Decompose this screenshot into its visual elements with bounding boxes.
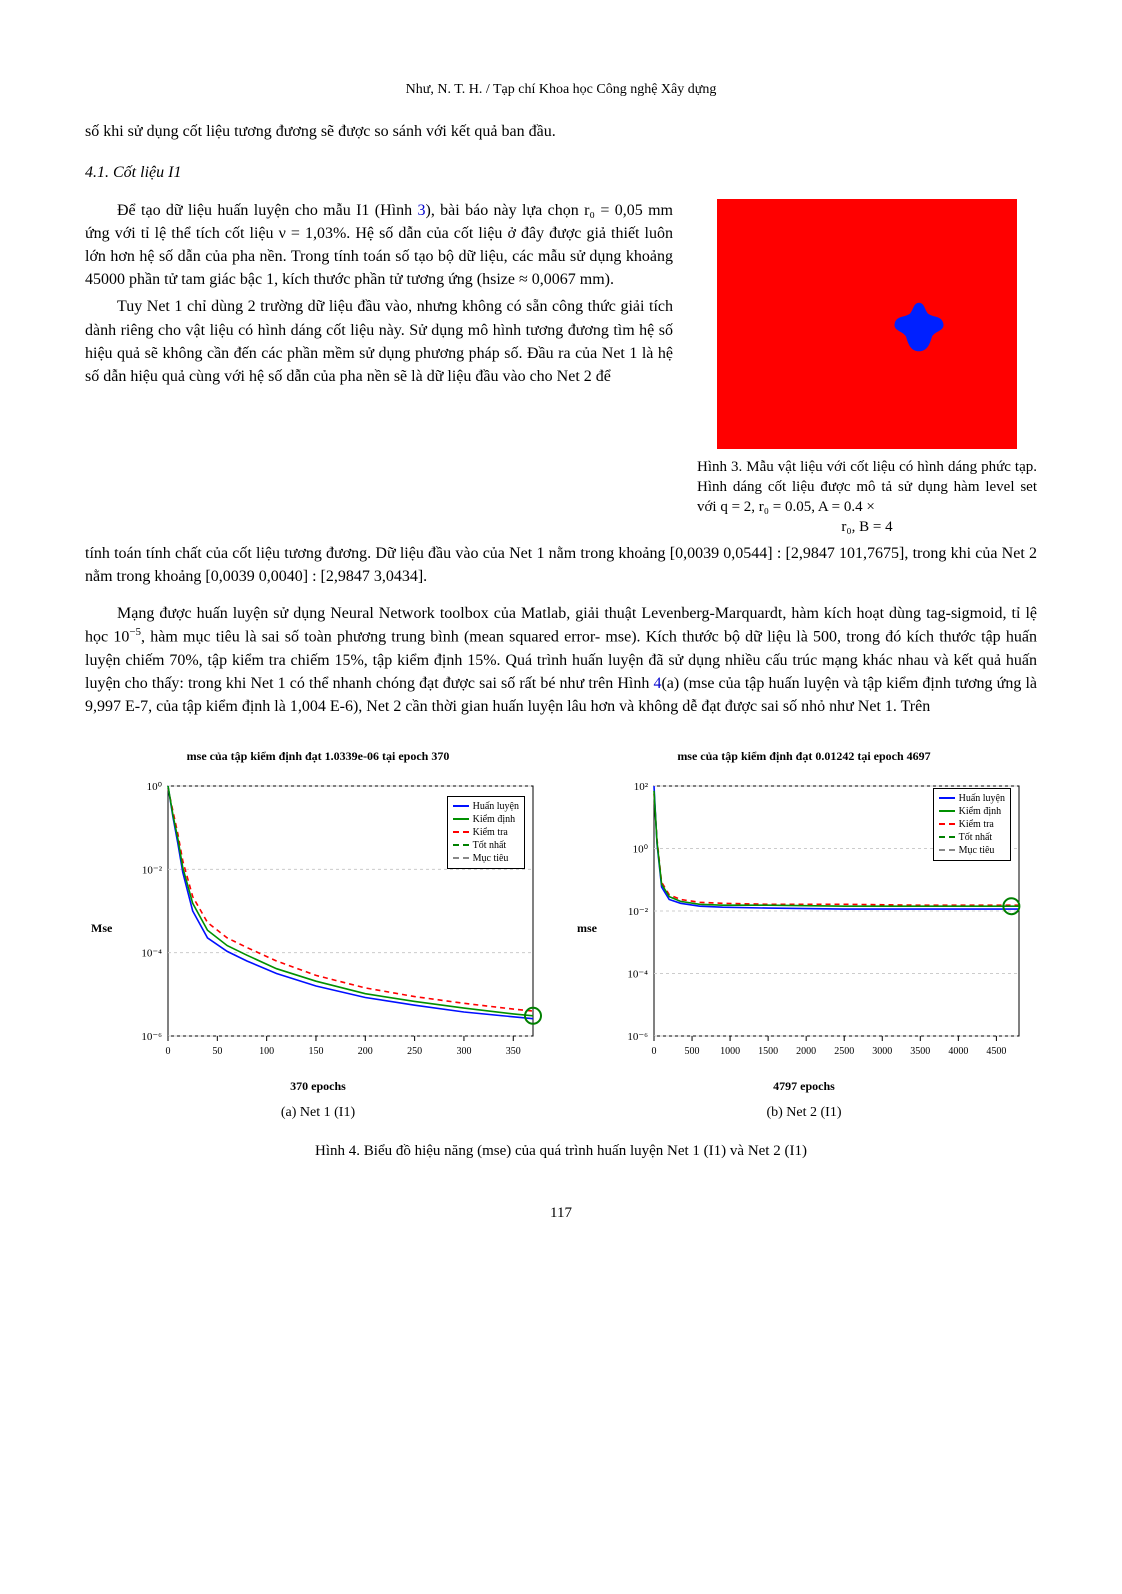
- paragraph-1a: Để tạo dữ liệu huấn luyện cho mẫu I1 (Hì…: [117, 202, 417, 219]
- svg-text:10⁻²: 10⁻²: [628, 906, 649, 918]
- figure-3-caption-a: Hình 3. Mẫu vật liệu với cốt liệu có hìn…: [697, 459, 1037, 516]
- chart-a-sublabel: (a) Net 1 (I1): [93, 1103, 543, 1123]
- svg-text:350: 350: [506, 1046, 521, 1057]
- page-header: Như, N. T. H. / Tạp chí Khoa học Công ng…: [85, 80, 1037, 100]
- chart-b-legend: Huấn luyệnKiểm địnhKiểm traTốt nhấtMục t…: [933, 788, 1011, 861]
- chart-a-ylabel: Mse: [91, 920, 112, 937]
- figure-4-charts: mse của tập kiểm định đạt 1.0339e-06 tại…: [85, 748, 1037, 1123]
- svg-text:100: 100: [259, 1046, 274, 1057]
- svg-text:3500: 3500: [910, 1046, 930, 1057]
- figure-3-block: Hình 3. Mẫu vật liệu với cốt liệu có hìn…: [697, 199, 1037, 538]
- chart-b-xlabel: 4797 epochs: [579, 1078, 1029, 1095]
- page-number: 117: [85, 1203, 1037, 1225]
- exponent: −5: [129, 626, 141, 638]
- chart-a-panel: mse của tập kiểm định đạt 1.0339e-06 tại…: [93, 748, 543, 1123]
- svg-text:200: 200: [358, 1046, 373, 1057]
- figure-3-caption-b: r₀, B = 4: [697, 517, 1037, 537]
- chart-b-title: mse của tập kiểm định đạt 0.01242 tại ep…: [579, 748, 1029, 765]
- paragraph-2: Tuy Net 1 chỉ dùng 2 trường dữ liệu đầu …: [85, 295, 673, 388]
- intro-paragraph: số khi sử dụng cốt liệu tương đương sẽ đ…: [85, 120, 1037, 143]
- section-heading: 4.1. Cốt liệu I1: [85, 161, 1037, 184]
- svg-text:250: 250: [407, 1046, 422, 1057]
- chart-a-title: mse của tập kiểm định đạt 1.0339e-06 tại…: [93, 748, 543, 765]
- svg-text:10⁰: 10⁰: [147, 781, 163, 793]
- chart-a-plot: Mse 10⁰ 10⁻² 10⁻⁴ 10⁻⁶ 0 50 100 150 200 250 300 350…: [93, 776, 543, 1076]
- svg-text:1000: 1000: [720, 1046, 740, 1057]
- svg-text:500: 500: [685, 1046, 700, 1057]
- svg-text:10⁻⁶: 10⁻⁶: [627, 1031, 648, 1043]
- svg-text:150: 150: [308, 1046, 323, 1057]
- svg-text:10²: 10²: [634, 781, 649, 793]
- svg-text:3000: 3000: [872, 1046, 892, 1057]
- svg-text:10⁰: 10⁰: [633, 843, 649, 855]
- svg-text:1500: 1500: [758, 1046, 778, 1057]
- figure-3-caption: Hình 3. Mẫu vật liệu với cốt liệu có hìn…: [697, 457, 1037, 538]
- svg-text:10⁻⁴: 10⁻⁴: [627, 968, 648, 980]
- chart-a-xlabel: 370 epochs: [93, 1078, 543, 1095]
- svg-text:10⁻⁴: 10⁻⁴: [141, 947, 162, 959]
- paragraph-3: tính toán tính chất của cốt liệu tương đ…: [85, 542, 1037, 588]
- figure-3-image: [717, 199, 1017, 449]
- svg-text:2000: 2000: [796, 1046, 816, 1057]
- chart-a-legend: Huấn luyệnKiểm địnhKiểm traTốt nhấtMục t…: [447, 796, 525, 869]
- svg-text:4500: 4500: [986, 1046, 1006, 1057]
- chart-b-plot: mse 10² 10⁰ 10⁻² 10⁻⁴ 10⁻⁶ 0 500 1000 1500 2000 25…: [579, 776, 1029, 1076]
- two-column-wrap: Để tạo dữ liệu huấn luyện cho mẫu I1 (Hì…: [85, 199, 1037, 538]
- chart-b-sublabel: (b) Net 2 (I1): [579, 1103, 1029, 1123]
- svg-text:50: 50: [212, 1046, 222, 1057]
- inclusion-cross-shape: [891, 299, 947, 355]
- svg-text:300: 300: [456, 1046, 471, 1057]
- paragraph-1: Để tạo dữ liệu huấn luyện cho mẫu I1 (Hì…: [85, 199, 673, 292]
- svg-text:2500: 2500: [834, 1046, 854, 1057]
- svg-text:4000: 4000: [948, 1046, 968, 1057]
- svg-text:0: 0: [652, 1046, 657, 1057]
- svg-text:10⁻⁶: 10⁻⁶: [141, 1031, 162, 1043]
- left-text-column: Để tạo dữ liệu huấn luyện cho mẫu I1 (Hì…: [85, 199, 673, 538]
- chart-b-ylabel: mse: [577, 920, 597, 937]
- figure-4-caption: Hình 4. Biểu đồ hiệu năng (mse) của quá …: [85, 1141, 1037, 1163]
- chart-b-panel: mse của tập kiểm định đạt 0.01242 tại ep…: [579, 748, 1029, 1123]
- paragraph-4: Mạng được huấn luyện sử dụng Neural Netw…: [85, 602, 1037, 718]
- svg-text:0: 0: [166, 1046, 171, 1057]
- svg-text:10⁻²: 10⁻²: [142, 864, 163, 876]
